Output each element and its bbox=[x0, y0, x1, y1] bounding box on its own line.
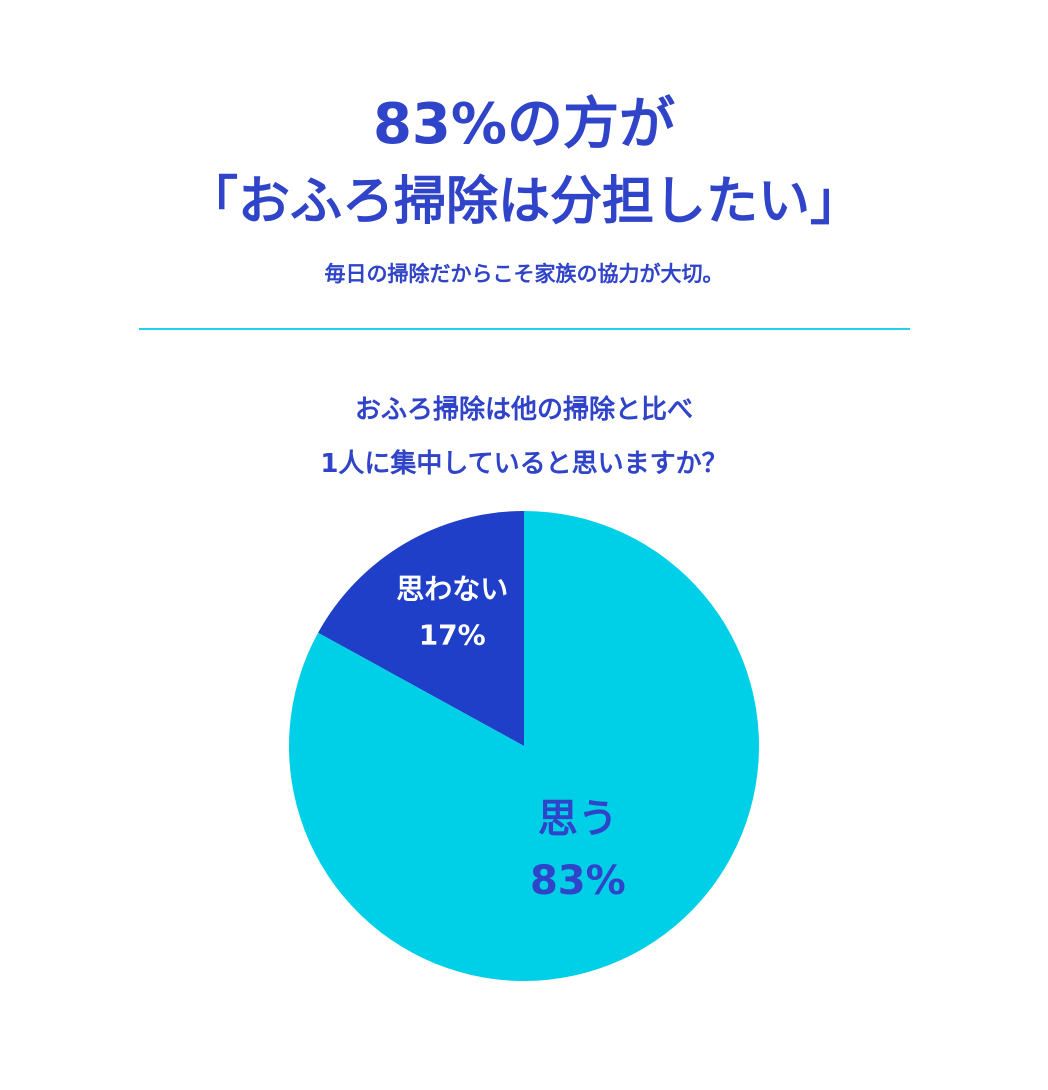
slice-label-value: 17% bbox=[419, 619, 486, 652]
pie-labels: 思わない 17% 思う 83% bbox=[396, 573, 625, 904]
subtitle: 毎日の掃除だからこそ家族の協力が大切。 bbox=[324, 262, 724, 286]
question-line-2: 1人に集中していると思いますか？ bbox=[320, 449, 728, 479]
headline-line-1: 83%の方が bbox=[372, 92, 676, 157]
pie-slices bbox=[289, 511, 759, 981]
pie-slice-no bbox=[318, 511, 524, 746]
slice-label-name: 思う bbox=[538, 796, 618, 842]
pie-slice-yes bbox=[289, 511, 759, 981]
slice-label-value: 83% bbox=[530, 858, 626, 904]
headline-line-2: 「おふろ掃除は分担したい」 bbox=[185, 172, 862, 232]
slice-label-name: 思わない bbox=[396, 573, 508, 606]
question-line-1: おふろ掃除は他の掃除と比べ bbox=[354, 395, 693, 425]
divider-line bbox=[139, 328, 910, 330]
